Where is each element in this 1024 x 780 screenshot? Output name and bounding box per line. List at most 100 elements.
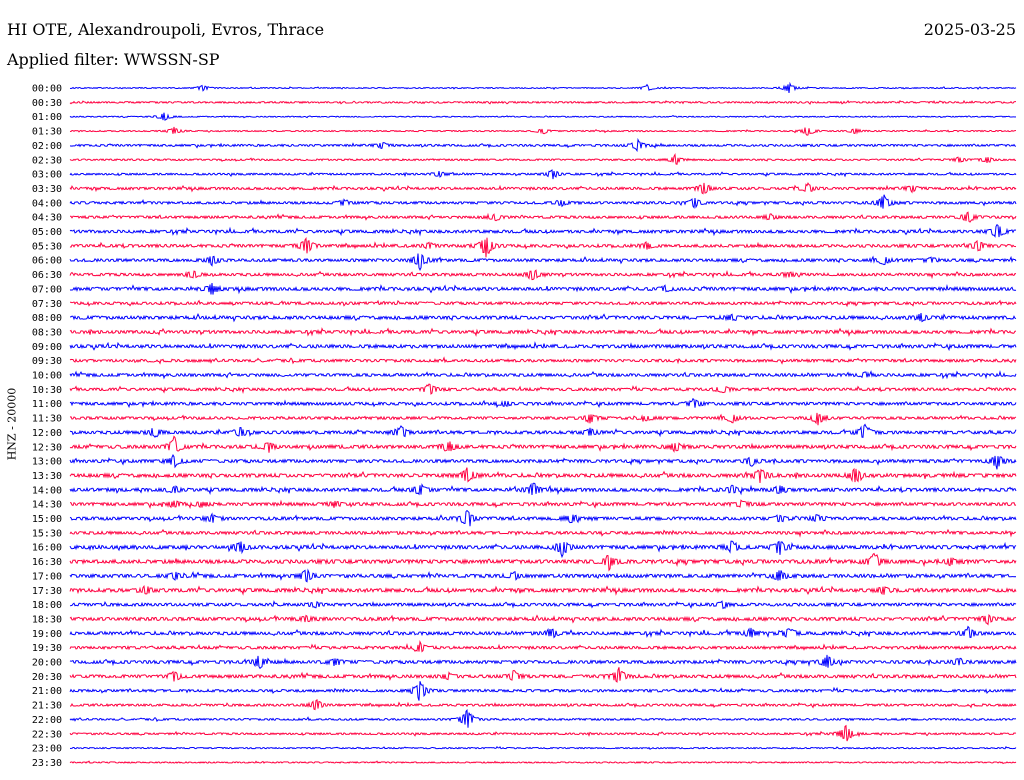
time-tick-label: 18:30: [32, 614, 62, 625]
seismic-trace: [69, 341, 1017, 352]
time-tick-label: 07:30: [32, 299, 62, 310]
seismic-trace: [69, 299, 1017, 308]
time-tick-label: 19:00: [32, 629, 62, 640]
seismic-trace: [69, 499, 1017, 510]
time-tick-label: 19:30: [32, 643, 62, 654]
seismic-trace: [69, 528, 1017, 538]
seismic-trace: [69, 467, 1017, 484]
seismic-trace: [69, 552, 1017, 572]
seismic-trace: [69, 708, 1017, 728]
time-tick-label: 02:30: [32, 155, 62, 166]
time-tick-label: 06:00: [32, 256, 62, 267]
seismic-trace: [69, 152, 1017, 165]
seismic-trace: [69, 383, 1017, 395]
seismic-trace: [69, 681, 1017, 701]
seismic-trace: [69, 370, 1017, 380]
time-tick-label: 10:30: [32, 385, 62, 396]
seismic-trace: [69, 667, 1017, 683]
station-title: HI OTE, Alexandroupoli, Evros, Thrace: [7, 20, 325, 39]
seismic-trace: [69, 654, 1017, 670]
time-tick-label: 20:30: [32, 672, 62, 683]
seismic-trace: [69, 112, 1017, 121]
seismic-trace: [69, 509, 1017, 527]
seismic-trace: [69, 236, 1017, 258]
time-tick-label: 09:30: [32, 356, 62, 367]
seismic-trace: [69, 600, 1017, 610]
time-tick-label: 22:00: [32, 715, 62, 726]
seismic-trace: [69, 482, 1017, 496]
time-tick-label: 07:00: [32, 284, 62, 295]
seismic-trace: [69, 169, 1017, 180]
seismic-trace: [70, 312, 1017, 323]
time-tick-label: 11:00: [32, 399, 62, 410]
seismic-trace: [69, 99, 1016, 105]
seismic-trace: [69, 253, 1017, 272]
seismic-trace: [69, 327, 1017, 337]
time-tick-label: 00:30: [32, 98, 62, 109]
seismic-trace: [69, 540, 1017, 559]
seismic-trace: [69, 397, 1017, 409]
time-tick-label: 16:30: [32, 557, 62, 568]
time-tick-label: 03:00: [32, 170, 62, 181]
time-tick-label: 02:00: [32, 141, 62, 152]
seismic-trace: [69, 585, 1017, 596]
seismic-trace: [69, 760, 1017, 765]
time-tick-label: 08:00: [32, 313, 62, 324]
seismic-trace: [69, 182, 1017, 195]
time-tick-label: 14:00: [32, 485, 62, 496]
filter-label: Applied filter: WWSSN-SP: [7, 50, 220, 69]
seismic-trace: [69, 625, 1017, 639]
seismic-trace: [69, 412, 1017, 426]
time-tick-label: 13:00: [32, 457, 62, 468]
time-tick-label: 17:00: [32, 571, 62, 582]
seismic-trace: [69, 640, 1017, 653]
seismic-trace: [69, 194, 1017, 209]
time-tick-label: 00:00: [32, 84, 62, 95]
time-tick-label: 23:30: [32, 758, 62, 769]
time-tick-label: 10:00: [32, 371, 62, 382]
time-tick-label: 14:30: [32, 500, 62, 511]
seismic-trace: [69, 453, 1017, 470]
seismic-trace: [69, 435, 1017, 453]
time-tick-label: 05:30: [32, 241, 62, 252]
time-tick-label: 12:00: [32, 428, 62, 439]
time-tick-label: 04:30: [32, 213, 62, 224]
seismic-trace: [69, 283, 1017, 295]
time-tick-label: 22:30: [32, 729, 62, 740]
time-tick-label: 06:30: [32, 270, 62, 281]
time-tick-label: 15:30: [32, 528, 62, 539]
seismic-trace: [69, 223, 1017, 238]
seismic-trace: [69, 724, 1017, 742]
seismic-trace: [69, 81, 1017, 93]
time-tick-label: 21:00: [32, 686, 62, 697]
seismic-trace: [69, 269, 1017, 281]
record-date: 2025-03-25: [923, 20, 1016, 39]
seismic-trace: [69, 423, 1017, 438]
time-tick-label: 05:00: [32, 227, 62, 238]
time-tick-label: 04:00: [32, 198, 62, 209]
time-tick-label: 18:00: [32, 600, 62, 611]
seismic-trace: [69, 698, 1017, 711]
seismic-trace: [69, 568, 1017, 583]
time-tick-label: 09:00: [32, 342, 62, 353]
time-tick-label: 16:00: [32, 543, 62, 554]
time-tick-label: 01:30: [32, 127, 62, 138]
time-tick-label: 21:30: [32, 701, 62, 712]
time-tick-label: 01:00: [32, 112, 62, 123]
time-tick-label: 12:30: [32, 442, 62, 453]
time-tick-label: 17:30: [32, 586, 62, 597]
seismic-trace: [69, 746, 1017, 750]
time-tick-label: 08:30: [32, 327, 62, 338]
time-tick-label: 11:30: [32, 414, 62, 425]
time-tick-label: 03:30: [32, 184, 62, 195]
time-tick-label: 23:00: [32, 744, 62, 755]
seismic-trace: [69, 614, 1017, 626]
seismic-trace: [69, 356, 1017, 365]
time-tick-label: 20:00: [32, 658, 62, 669]
seismic-trace: [69, 126, 1017, 136]
time-tick-label: 13:30: [32, 471, 62, 482]
time-tick-label: 15:00: [32, 514, 62, 525]
seismic-trace: [69, 211, 1017, 223]
seismic-trace: [69, 137, 1017, 153]
